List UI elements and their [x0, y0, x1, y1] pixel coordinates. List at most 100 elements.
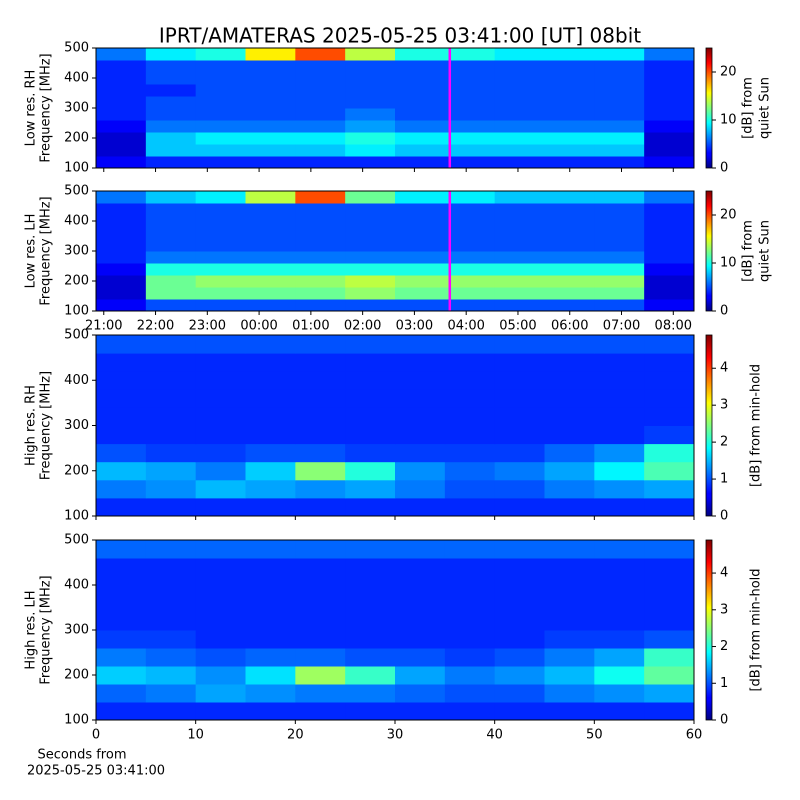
- heatmap-cell: [494, 630, 545, 649]
- heatmap-cell: [145, 72, 197, 85]
- heatmap-cell: [444, 108, 496, 121]
- heatmap-cell: [145, 156, 197, 169]
- heatmap-cell: [395, 191, 446, 204]
- heatmap-cell: [494, 48, 545, 61]
- heatmap-cell: [444, 353, 496, 372]
- colorbar-label: [dB] from: [741, 220, 756, 282]
- heatmap-cell: [345, 576, 396, 595]
- heatmap-cell: [345, 497, 396, 517]
- heatmap-cell: [444, 299, 496, 312]
- y-axis-label: High res. LH: [24, 590, 39, 669]
- heatmap-cell: [295, 96, 346, 109]
- heatmap-cell: [195, 684, 246, 703]
- heatmap-cell: [494, 215, 545, 228]
- heatmap-cell: [544, 275, 595, 288]
- heatmap-cell: [494, 120, 545, 133]
- heatmap-cell: [544, 648, 595, 667]
- heatmap-cell: [195, 371, 246, 390]
- heatmap-cell: [395, 203, 446, 216]
- heatmap-cell: [295, 84, 346, 97]
- heatmap-cell: [195, 191, 246, 204]
- heatmap-cell: [96, 72, 147, 85]
- heatmap-cell: [395, 479, 446, 499]
- heatmap-cell: [295, 251, 346, 264]
- heatmap-cell: [295, 558, 346, 577]
- heatmap-cell: [96, 558, 147, 577]
- heatmap-cell: [395, 156, 446, 169]
- heatmap-cell: [444, 287, 496, 300]
- figure-title: IPRT/AMATERAS 2025-05-25 03:41:00 [UT] 0…: [159, 24, 641, 48]
- heatmap-cell: [644, 48, 695, 61]
- heatmap-cell: [295, 630, 346, 649]
- heatmap-cell: [544, 84, 595, 97]
- heatmap-cell: [494, 251, 545, 264]
- heatmap-cell: [444, 497, 496, 517]
- heatmap-cell: [295, 120, 346, 133]
- heatmap-cell: [96, 594, 147, 613]
- heatmap-cell: [195, 540, 246, 559]
- heatmap-cell: [644, 371, 695, 390]
- heatmap-cell: [195, 630, 246, 649]
- heatmap-cell: [245, 251, 296, 264]
- colorbar-tick-label: 2: [720, 639, 728, 654]
- heatmap-cell: [644, 479, 695, 499]
- colorbar: [705, 539, 713, 721]
- heatmap-cell: [494, 299, 545, 312]
- y-tick-label: 400: [64, 71, 89, 86]
- heatmap-cell: [96, 497, 147, 517]
- colorbar: [705, 47, 713, 169]
- heatmap-cell: [544, 389, 595, 408]
- heatmap-cell: [145, 443, 197, 463]
- heatmap-cell: [195, 275, 246, 288]
- heatmap-cell: [96, 630, 147, 649]
- heatmap-cell: [195, 72, 246, 85]
- heatmap-cell: [594, 443, 645, 463]
- heatmap-cell: [195, 215, 246, 228]
- heatmap-cell: [444, 96, 496, 109]
- heatmap-cell: [345, 353, 396, 372]
- heatmap-cell: [96, 353, 147, 372]
- heatmap-cell: [444, 251, 496, 264]
- heatmap-cell: [195, 299, 246, 312]
- x-tick-label: 60: [686, 728, 703, 743]
- heatmap-cell: [594, 479, 645, 499]
- heatmap-cell: [395, 299, 446, 312]
- heatmap-cell: [345, 108, 396, 121]
- heatmap-cell: [644, 215, 695, 228]
- heatmap-cell: [494, 84, 545, 97]
- heatmap-cell: [195, 144, 246, 157]
- heatmap-cell: [345, 263, 396, 276]
- heatmap-cell: [295, 461, 346, 481]
- heatmap-cell: [395, 96, 446, 109]
- heatmap-cell: [96, 612, 147, 631]
- heatmap-cell: [245, 594, 296, 613]
- y-tick-label: 300: [64, 244, 89, 259]
- heatmap-cell: [494, 335, 545, 354]
- heatmap-cell: [494, 576, 545, 595]
- heatmap-cell: [145, 612, 197, 631]
- heatmap-cell: [544, 594, 595, 613]
- heatmap-cell: [494, 144, 545, 157]
- heatmap-cell: [444, 48, 496, 61]
- heatmap-cell: [594, 144, 645, 157]
- heatmap-cell: [245, 576, 296, 595]
- heatmap-cell: [295, 48, 346, 61]
- y-tick-label: 200: [64, 274, 89, 289]
- heatmap-cell: [245, 84, 296, 97]
- heatmap-cell: [644, 299, 695, 312]
- heatmap-cell: [544, 407, 595, 426]
- heatmap-cell: [195, 84, 246, 97]
- heatmap-cell: [644, 702, 695, 721]
- heatmap-cell: [96, 215, 147, 228]
- heatmap-cell: [494, 684, 545, 703]
- heatmap-cell: [145, 287, 197, 300]
- heatmap-cell: [544, 558, 595, 577]
- heatmap-cell: [96, 684, 147, 703]
- heatmap-cell: [96, 648, 147, 667]
- heatmap-cell: [345, 215, 396, 228]
- heatmap-cell: [245, 335, 296, 354]
- heatmap-cell: [245, 120, 296, 133]
- heatmap-cell: [295, 479, 346, 499]
- heatmap-cell: [395, 108, 446, 121]
- heatmap-cell: [594, 558, 645, 577]
